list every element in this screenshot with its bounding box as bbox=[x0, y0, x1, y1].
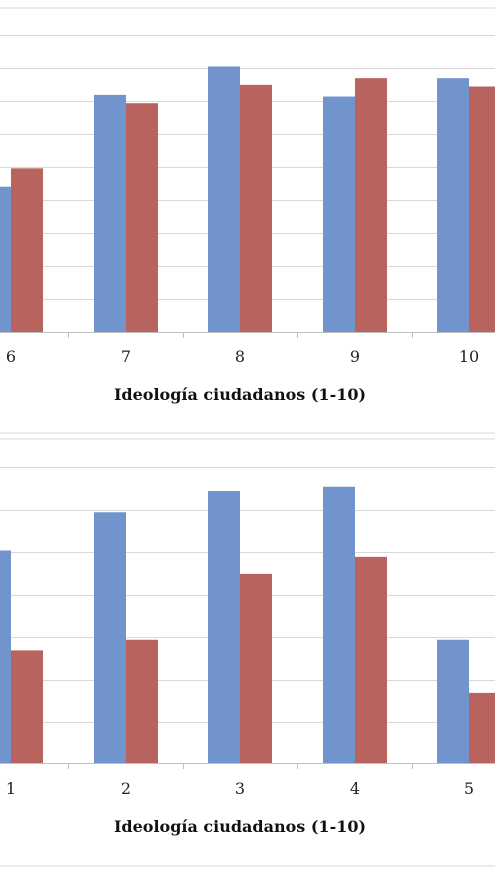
x-tick-label: 10 bbox=[459, 347, 479, 366]
bar-red-6 bbox=[11, 168, 43, 332]
x-tick-label: 9 bbox=[350, 347, 360, 366]
bar-blue-8 bbox=[208, 66, 240, 332]
x-tick-label: 8 bbox=[235, 347, 245, 366]
bar-red-7 bbox=[126, 103, 158, 333]
x-tick-label: 5 bbox=[464, 779, 474, 798]
panel-top: Ideología ciudadanos (1-10) 6 7 8 9 10 bbox=[0, 7, 495, 434]
bar-red-4 bbox=[355, 556, 387, 763]
bar-blue-4 bbox=[323, 486, 355, 763]
x-tick-label: 1 bbox=[6, 779, 16, 798]
x-tick-label: 2 bbox=[121, 779, 131, 798]
bar-blue-10 bbox=[437, 78, 469, 332]
bar-red-3 bbox=[240, 573, 272, 763]
bar-blue-2 bbox=[94, 512, 126, 763]
bar-red-9 bbox=[355, 78, 387, 332]
bar-red-5 bbox=[469, 692, 495, 763]
bar-red-1 bbox=[11, 650, 43, 763]
bar-red-8 bbox=[240, 84, 272, 332]
x-tick-label: 6 bbox=[6, 347, 16, 366]
x-tick-label: 3 bbox=[235, 779, 245, 798]
bar-red-10 bbox=[469, 86, 495, 332]
x-tick-label: 7 bbox=[121, 347, 131, 366]
bar-blue-9 bbox=[323, 96, 355, 332]
panel-bottom: Ideología ciudadanos (1-10) 1 2 3 4 5 bbox=[0, 438, 495, 867]
bar-blue-3 bbox=[208, 491, 240, 763]
bar-blue-7 bbox=[94, 94, 126, 332]
bar-red-2 bbox=[126, 639, 158, 763]
x-axis-label: Ideología ciudadanos (1-10) bbox=[114, 817, 366, 836]
x-tick-label: 4 bbox=[350, 779, 360, 798]
bar-blue-5 bbox=[437, 639, 469, 763]
bar-blue-1 bbox=[0, 550, 11, 763]
bar-blue-6 bbox=[0, 186, 11, 332]
x-axis-label: Ideología ciudadanos (1-10) bbox=[114, 385, 366, 404]
